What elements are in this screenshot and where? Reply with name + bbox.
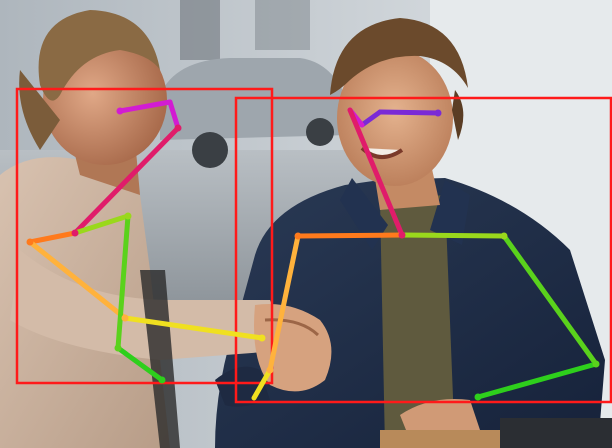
keypoint	[116, 107, 124, 115]
keypoint	[158, 376, 166, 384]
keypoint	[124, 212, 132, 220]
limb-r-upper-arm-left	[27, 239, 128, 321]
limb-l-upper-arm-right	[501, 233, 599, 367]
bounding-boxes	[15, 87, 612, 404]
bbox-person-right	[234, 96, 612, 404]
keypoint	[26, 238, 34, 246]
limb-face-left-2	[167, 99, 181, 131]
keypoint	[114, 344, 122, 352]
limb-neck-left	[72, 125, 181, 236]
limb-face-right-2	[377, 109, 441, 116]
limb-l-forearm-right	[475, 361, 599, 400]
keypoint	[174, 124, 182, 132]
limb-r-forearm-right	[251, 367, 273, 401]
keypoint	[500, 232, 508, 240]
limb-r-shoulder-left	[27, 230, 78, 245]
skeleton-left	[27, 99, 265, 383]
keypoint	[592, 360, 600, 368]
limb-l-upper-arm-left	[115, 213, 131, 351]
keypoint	[71, 229, 79, 237]
keypoint	[121, 314, 129, 322]
keypoint	[434, 109, 442, 117]
bbox-person-left	[15, 87, 274, 385]
skeleton-right	[251, 107, 599, 401]
limb-neck-right	[347, 107, 405, 238]
keypoint	[398, 231, 406, 239]
limb-l-shoulder-right	[399, 232, 507, 239]
keypoints	[26, 107, 600, 401]
keypoint	[474, 393, 482, 401]
limb-r-upper-arm-right	[267, 233, 301, 373]
limb-face-right	[359, 109, 383, 128]
limb-r-forearm-left	[122, 315, 265, 341]
keypoint	[258, 334, 266, 342]
keypoint	[294, 232, 302, 240]
limb-face-left	[117, 99, 173, 114]
limb-l-shoulder-left	[72, 213, 131, 236]
keypoint	[266, 366, 274, 374]
limb-l-forearm-left	[115, 345, 165, 383]
limb-r-shoulder-right	[295, 232, 405, 239]
